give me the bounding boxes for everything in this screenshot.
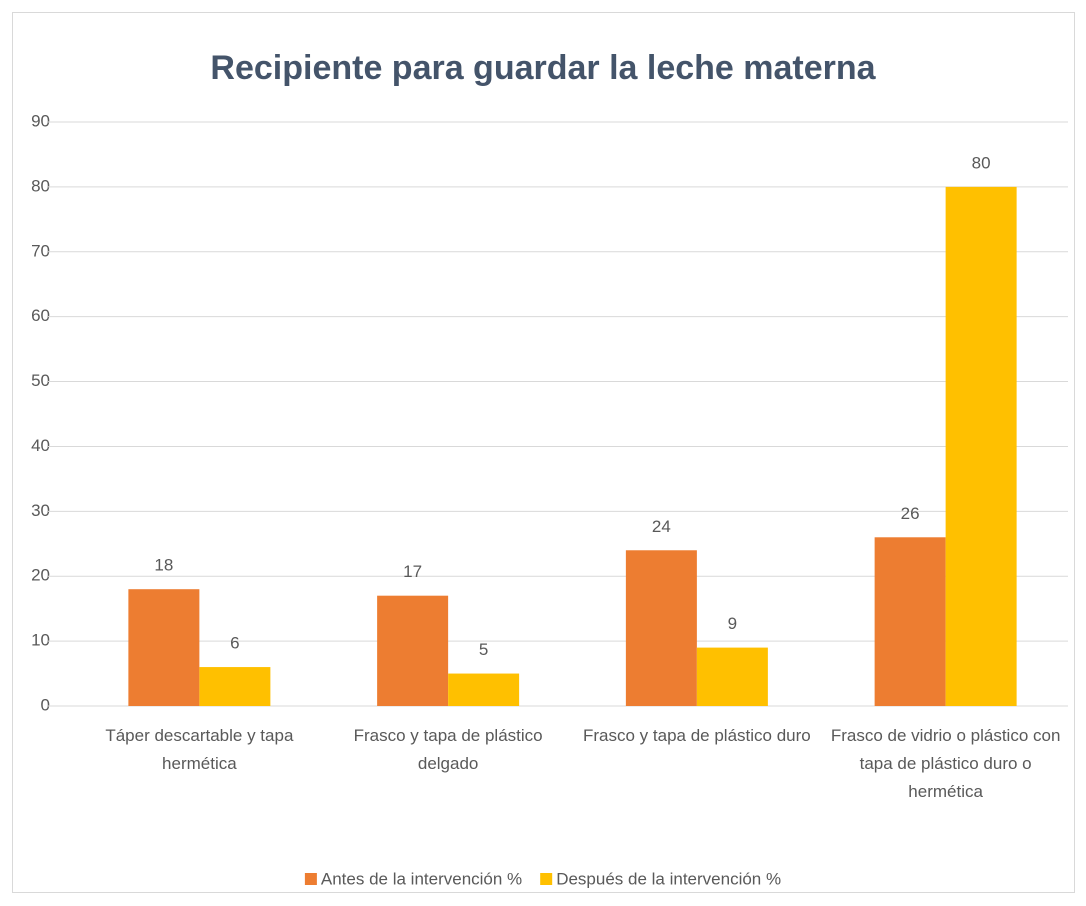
y-tick-label: 10	[31, 631, 50, 650]
bar	[696, 647, 768, 706]
bar	[625, 550, 697, 706]
y-tick-label: 20	[31, 566, 50, 585]
x-tick-label: Frasco y tapa de plástico delgado	[353, 726, 543, 773]
y-tick-label: 70	[31, 241, 50, 260]
data-label: 26	[901, 504, 920, 523]
x-tick-label: Frasco y tapa de plástico duro	[583, 726, 811, 745]
data-label: 9	[728, 614, 737, 633]
y-tick-label: 90	[31, 111, 50, 130]
bar	[874, 537, 946, 706]
y-tick-label: 0	[41, 695, 50, 714]
data-label: 24	[652, 517, 671, 536]
chart-border	[12, 12, 1075, 893]
data-label: 6	[230, 634, 239, 653]
legend-swatch	[304, 873, 317, 885]
data-label: 17	[403, 562, 422, 581]
bar	[377, 595, 449, 706]
y-tick-label: 40	[31, 436, 50, 455]
bar	[945, 186, 1017, 706]
y-tick-label: 30	[31, 501, 50, 520]
data-label: 80	[972, 153, 991, 172]
x-tick-label: Frasco de vidrio o plástico con tapa de …	[830, 726, 1061, 801]
x-tick-label: Táper descartable y tapa hermética	[105, 726, 294, 773]
data-label: 18	[154, 556, 173, 575]
y-tick-label: 80	[31, 176, 50, 195]
bar	[128, 589, 200, 706]
y-tick-label: 60	[31, 306, 50, 325]
y-tick-label: 50	[31, 371, 50, 390]
bar	[199, 667, 271, 706]
legend-swatch	[540, 873, 553, 885]
chart-title: Recipiente para guardar la leche materna	[210, 49, 876, 87]
bar	[448, 673, 520, 706]
legend-label: Antes de la intervención %	[321, 869, 522, 888]
data-label: 5	[479, 640, 488, 659]
legend-label: Después de la intervención %	[556, 869, 781, 888]
